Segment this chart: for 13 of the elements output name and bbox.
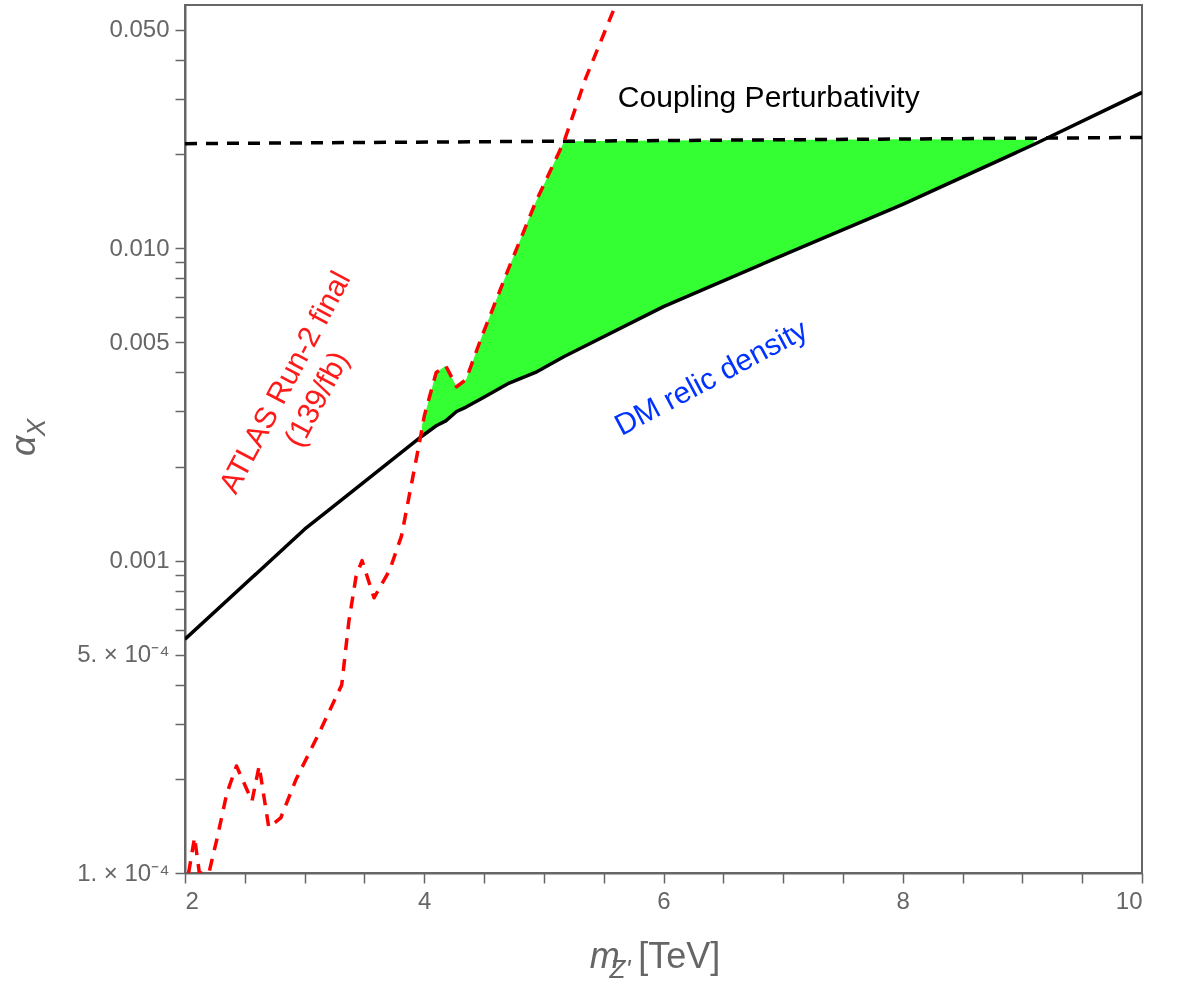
y-tick-label: 1. × 10⁻⁴ [77, 858, 170, 886]
x-tick-label: 10 [1115, 886, 1143, 914]
y-tick-label: 0.010 [109, 233, 170, 261]
y-tick-label: 5. × 10⁻⁴ [77, 640, 170, 668]
x-tick-label: 6 [657, 886, 671, 914]
x-tick-label: 8 [896, 886, 910, 914]
x-tick-label: 2 [185, 886, 199, 914]
y-tick-label: 0.005 [109, 327, 170, 355]
y-tick-label: 0.050 [109, 15, 170, 43]
x-tick-label: 4 [418, 886, 432, 914]
y-axis-title: αX [2, 417, 51, 457]
annotation: Coupling Perturbativity [617, 79, 920, 113]
y-tick-label: 0.001 [109, 546, 170, 574]
